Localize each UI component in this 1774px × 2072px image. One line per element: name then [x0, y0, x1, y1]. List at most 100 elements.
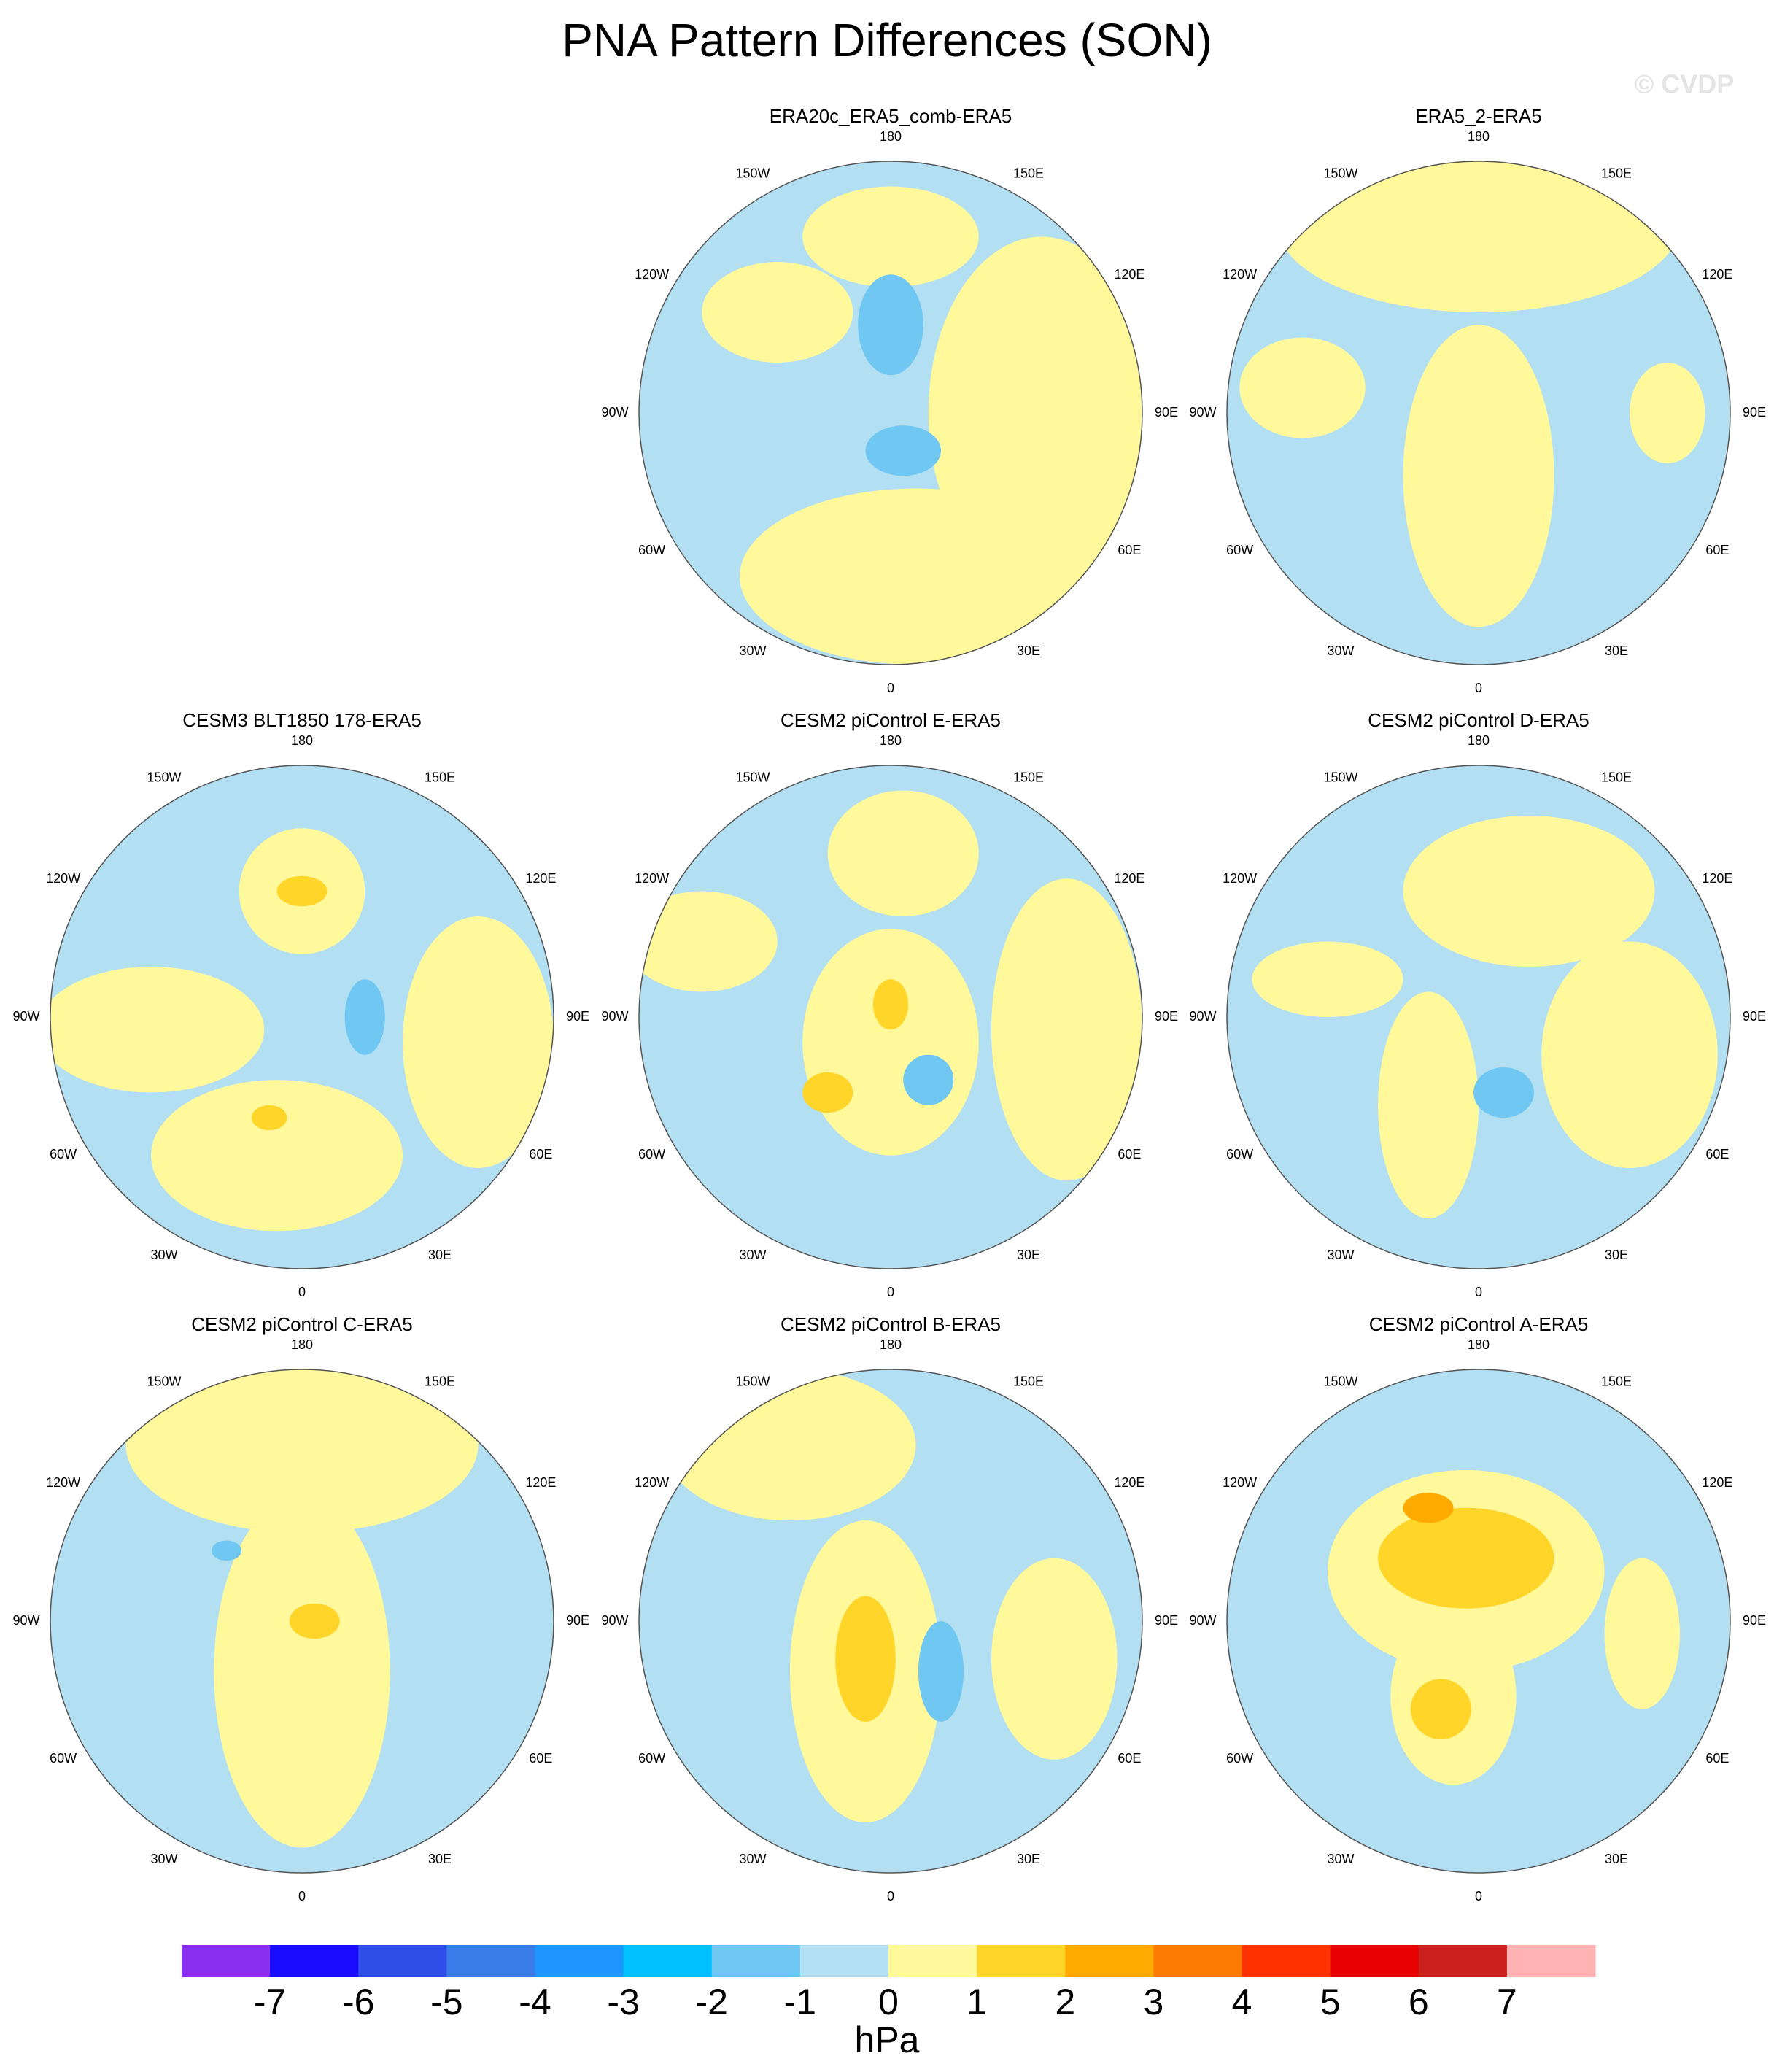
field-contour: [664, 1369, 916, 1520]
field-contour: [1378, 991, 1479, 1218]
field-contour: [903, 1054, 954, 1105]
lon-label: 120E: [1702, 871, 1732, 886]
lon-label: 180: [1468, 733, 1490, 748]
colorbar-label: -7: [254, 1982, 286, 2022]
field-contour: [827, 790, 979, 916]
lon-label: 30W: [150, 1248, 177, 1262]
lon-label: 30E: [1605, 1248, 1628, 1262]
lon-label: 0: [1475, 681, 1482, 695]
panel-title: CESM2 piControl A-ERA5: [1369, 1313, 1589, 1335]
lon-label: 90E: [566, 1613, 589, 1628]
lon-label: 90E: [566, 1009, 589, 1024]
figure-title: PNA Pattern Differences (SON): [562, 14, 1212, 66]
lon-label: 60E: [1705, 1751, 1729, 1766]
lon-label: 120E: [1114, 871, 1144, 886]
lon-label: 30E: [1017, 1852, 1040, 1866]
lon-label: 0: [1475, 1285, 1482, 1299]
field-contour: [1604, 1558, 1680, 1709]
field-contour: [1239, 337, 1366, 438]
lon-label: 30W: [739, 643, 766, 658]
colorbar-label: -6: [342, 1982, 374, 2022]
lon-label: 120W: [635, 267, 669, 282]
field-contour: [1252, 941, 1403, 1017]
lon-label: 120E: [1114, 267, 1144, 282]
colorbar-label: 4: [1232, 1982, 1252, 2022]
lon-label: 30E: [428, 1852, 452, 1866]
lon-label: 60E: [1118, 1751, 1141, 1766]
lon-label: 120E: [525, 1475, 556, 1490]
field-contour: [858, 274, 923, 376]
lon-label: 180: [1468, 1337, 1490, 1352]
lon-label: 60E: [529, 1147, 552, 1161]
colorbar-label: -5: [430, 1982, 462, 2022]
map-panel: ERA20c_ERA5_comb-ERA5 180 150E 120E 90E 60E 30…: [601, 105, 1178, 695]
map-field: [1227, 161, 1730, 665]
field-contour: [991, 878, 1142, 1181]
lon-label: 60W: [638, 1147, 665, 1161]
colorbar-label: 0: [878, 1982, 899, 2022]
field-contour: [1541, 941, 1718, 1168]
lon-label: 30W: [1327, 1852, 1354, 1866]
field-contour: [1277, 161, 1680, 312]
lon-label: 150E: [1601, 1374, 1632, 1388]
lon-label: 180: [880, 129, 902, 144]
lon-label: 90W: [1189, 1613, 1216, 1628]
field-contour: [252, 1105, 287, 1131]
colorbar-label: 3: [1143, 1982, 1163, 2022]
lon-label: 30W: [1327, 1248, 1354, 1262]
map-border: [1226, 765, 1731, 1269]
colorbar-box: [535, 1945, 624, 1977]
lon-label: 120W: [1223, 1475, 1257, 1490]
map-border: [638, 765, 1143, 1269]
map-panel: ERA5_2-ERA5 180 150E 120E 90E 60E 30E 0 30W 60W 90…: [1189, 105, 1766, 695]
lon-label: 150W: [1323, 770, 1357, 784]
lon-label: 60E: [1705, 543, 1729, 557]
lon-label: 30E: [428, 1248, 452, 1262]
colorbar-box: [1418, 1945, 1508, 1977]
panel-title: CESM2 piControl E-ERA5: [781, 709, 1001, 731]
watermark: © CVDP: [1635, 69, 1735, 99]
colorbar-label: -3: [607, 1982, 639, 2022]
colorbar-box: [977, 1945, 1066, 1977]
field-contour: [1403, 816, 1655, 967]
lon-label: 150E: [425, 770, 455, 784]
field-contour: [50, 967, 265, 1093]
colorbar-box: [1153, 1945, 1242, 1977]
field-contour: [1630, 363, 1705, 463]
lon-label: 30W: [739, 1852, 766, 1866]
field-contour: [740, 488, 1092, 665]
field-contour: [403, 916, 554, 1168]
lon-label: 150W: [735, 770, 770, 784]
colorbar-label: -1: [784, 1982, 816, 2022]
colorbar-label: 5: [1320, 1982, 1341, 2022]
map-field: [50, 765, 554, 1269]
colorbar-box: [446, 1945, 535, 1977]
lon-label: 180: [880, 1337, 902, 1352]
field-contour: [802, 186, 979, 287]
lon-label: 90E: [1743, 1613, 1766, 1628]
lon-label: 60W: [638, 543, 665, 557]
field-contour: [344, 979, 385, 1055]
colorbar-box: [270, 1945, 359, 1977]
lon-label: 150E: [1013, 166, 1044, 180]
map-panel: CESM3 BLT1850 178-ERA5 180 150E 120E 90E 60E 3…: [12, 709, 589, 1299]
lon-label: 30E: [1017, 1248, 1040, 1262]
lon-label: 90W: [12, 1009, 39, 1024]
panel-title: CESM2 piControl C-ERA5: [191, 1313, 412, 1335]
map-panel: CESM2 piControl E-ERA5 180 150E 120E 90E 60E 3…: [601, 709, 1178, 1299]
lon-label: 60W: [50, 1751, 77, 1766]
lon-label: 180: [291, 733, 313, 748]
lon-label: 60E: [1118, 1147, 1141, 1161]
lon-label: 150W: [147, 1374, 181, 1388]
map-field: [1227, 1369, 1730, 1873]
field-contour: [872, 979, 909, 1030]
lon-label: 150W: [735, 166, 770, 180]
map-field: [1227, 765, 1730, 1269]
colorbar-units: hPa: [855, 2019, 920, 2060]
lon-label: 120E: [1702, 267, 1732, 282]
colorbar-box: [358, 1945, 447, 1977]
lon-label: 120E: [1702, 1475, 1732, 1490]
map-border: [1226, 161, 1731, 665]
field-contour: [125, 1369, 479, 1534]
lon-label: 90W: [601, 1613, 628, 1628]
